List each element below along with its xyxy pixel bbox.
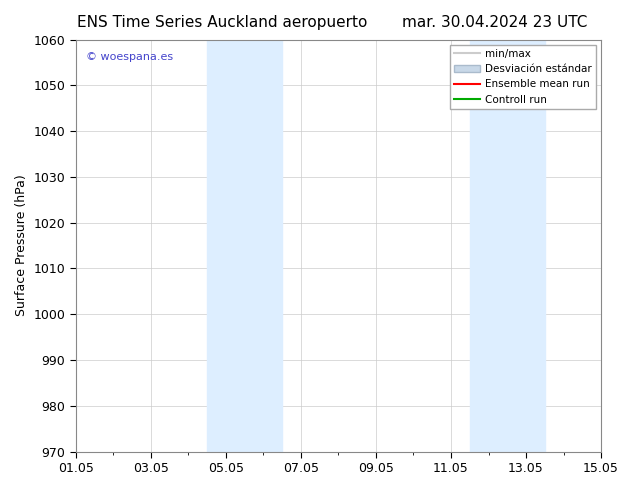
- Bar: [207, 40, 282, 452]
- Legend: min/max, Desviación estándar, Ensemble mean run, Controll run: min/max, Desviación estándar, Ensemble m…: [450, 45, 596, 109]
- Text: mar. 30.04.2024 23 UTC: mar. 30.04.2024 23 UTC: [402, 15, 587, 30]
- Text: ENS Time Series Auckland aeropuerto: ENS Time Series Auckland aeropuerto: [77, 15, 367, 30]
- Bar: [470, 40, 545, 452]
- Text: © woespana.es: © woespana.es: [86, 52, 174, 62]
- Y-axis label: Surface Pressure (hPa): Surface Pressure (hPa): [15, 175, 28, 317]
